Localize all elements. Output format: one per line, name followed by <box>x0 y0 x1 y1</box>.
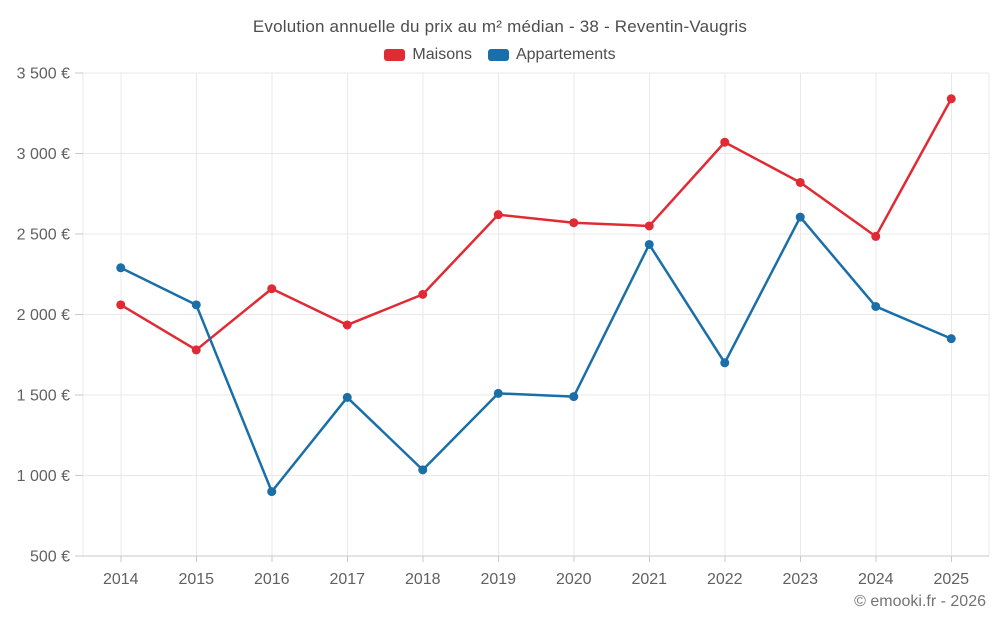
copyright-text: © emooki.fr - 2026 <box>854 593 986 610</box>
legend-label-appartements: Appartements <box>515 46 616 63</box>
x-axis-label: 2019 <box>480 571 516 588</box>
data-point-appartements-2017[interactable] <box>342 392 352 402</box>
series-line-maisons <box>119 97 953 352</box>
data-point-maisons-2017[interactable] <box>342 320 352 330</box>
data-point-appartements-2015[interactable] <box>191 300 201 310</box>
data-point-appartements-2019[interactable] <box>493 388 503 398</box>
data-point-maisons-2016[interactable] <box>267 284 277 294</box>
x-axis-label: 2015 <box>178 571 214 588</box>
data-point-appartements-2021[interactable] <box>644 239 654 249</box>
data-point-maisons-2021[interactable] <box>644 221 654 231</box>
data-point-appartements-2023[interactable] <box>795 212 805 222</box>
x-axis-label: 2014 <box>103 571 139 588</box>
series-line-appartements <box>119 215 953 493</box>
legend-swatch-maisons-icon <box>384 49 406 61</box>
data-point-appartements-2025[interactable] <box>946 334 956 344</box>
x-axis-label: 2025 <box>933 571 969 588</box>
x-axis-label: 2023 <box>782 571 818 588</box>
x-axis-label: 2017 <box>329 571 365 588</box>
y-axis-label: 1 500 € <box>17 388 70 405</box>
y-axis-label: 3 500 € <box>17 66 70 83</box>
data-point-maisons-2014[interactable] <box>116 300 126 310</box>
y-axis-label: 2 500 € <box>17 227 70 244</box>
x-axis-label: 2021 <box>631 571 667 588</box>
data-point-maisons-2024[interactable] <box>871 231 881 241</box>
x-axis-label: 2016 <box>254 571 290 588</box>
data-point-maisons-2025[interactable] <box>946 94 956 104</box>
y-axis-label: 3 000 € <box>17 146 70 163</box>
data-point-maisons-2018[interactable] <box>418 289 428 299</box>
x-axis-label: 2018 <box>405 571 441 588</box>
x-axis-label: 2020 <box>556 571 592 588</box>
x-axis-label: 2022 <box>707 571 743 588</box>
data-point-maisons-2019[interactable] <box>493 210 503 220</box>
data-point-appartements-2016[interactable] <box>267 487 277 497</box>
data-point-appartements-2022[interactable] <box>720 358 730 368</box>
data-point-maisons-2015[interactable] <box>191 345 201 355</box>
data-point-appartements-2020[interactable] <box>569 392 579 402</box>
data-point-maisons-2023[interactable] <box>795 177 805 187</box>
chart-title: Evolution annuelle du prix au m² médian … <box>252 17 748 36</box>
legend-item-maisons[interactable]: Maisons <box>384 46 472 64</box>
y-axis-label: 1 000 € <box>17 468 70 485</box>
y-axis-label: 500 € <box>30 549 70 566</box>
legend-label-maisons: Maisons <box>412 46 472 63</box>
data-point-appartements-2014[interactable] <box>116 263 126 273</box>
chart-legend: Maisons Appartements <box>0 46 1000 64</box>
y-axis-label: 2 000 € <box>17 307 70 324</box>
x-axis-label: 2024 <box>858 571 894 588</box>
data-point-appartements-2024[interactable] <box>871 301 881 311</box>
data-point-maisons-2022[interactable] <box>720 137 730 147</box>
legend-swatch-appartements-icon <box>487 49 509 61</box>
data-point-appartements-2018[interactable] <box>418 465 428 475</box>
legend-item-appartements[interactable]: Appartements <box>487 46 616 64</box>
data-point-maisons-2020[interactable] <box>569 218 579 228</box>
